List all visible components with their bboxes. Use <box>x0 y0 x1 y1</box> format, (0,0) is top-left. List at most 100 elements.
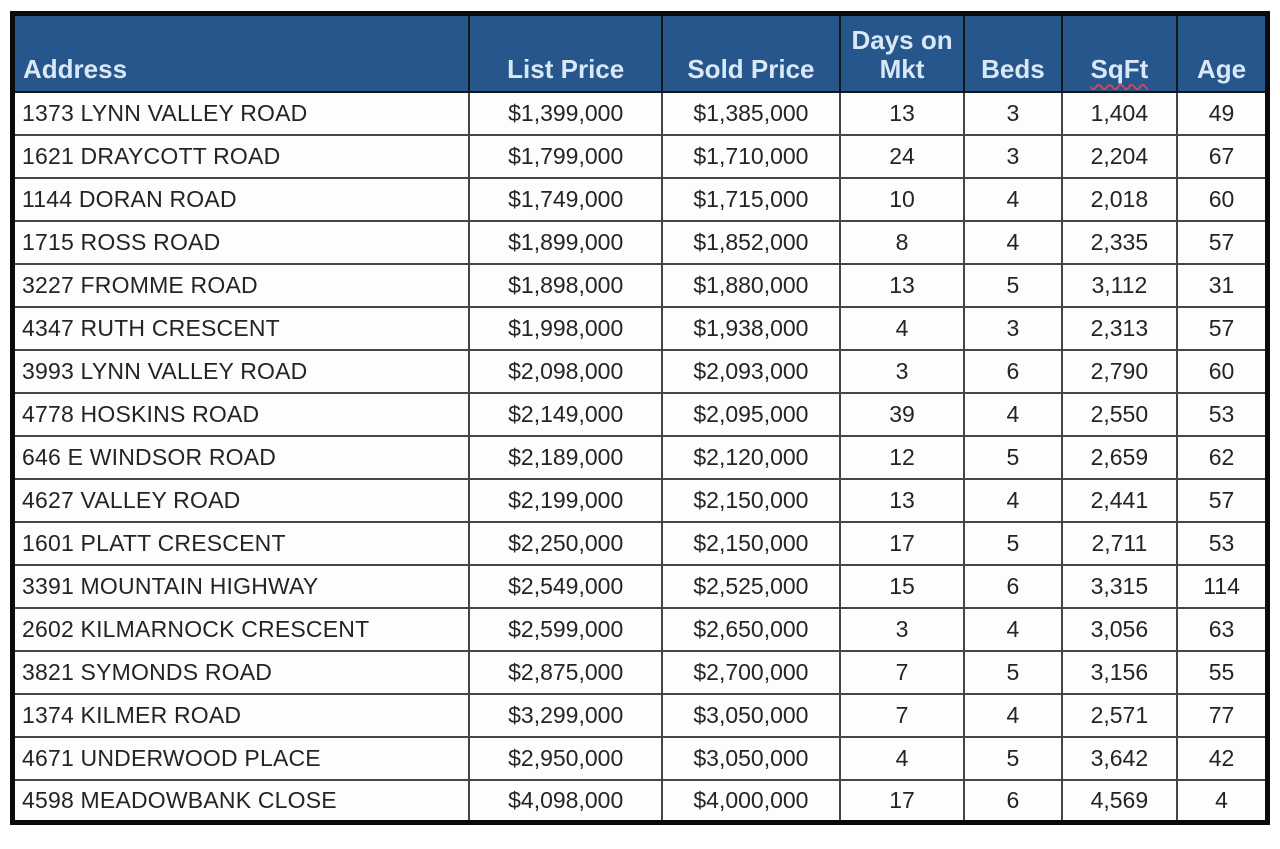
cell-beds: 5 <box>963 262 1063 308</box>
cell-sold_price: $2,150,000 <box>661 477 841 523</box>
table-row: 1715 ROSS ROAD $1,899,000 $1,852,000 8 4 2,33… <box>11 219 1269 265</box>
table-row: 4671 UNDERWOOD PLACE $2,950,000 $3,050,000… <box>11 735 1269 781</box>
cell-days: 13 <box>838 262 966 308</box>
cell-sold_price: $2,150,000 <box>661 520 841 566</box>
cell-days: 17 <box>838 520 966 566</box>
cell-sold_price: $2,650,000 <box>661 606 841 652</box>
cell-sqft: 2,313 <box>1060 305 1179 351</box>
cell-sqft: 2,335 <box>1060 219 1179 265</box>
cell-list_price: $4,098,000 <box>468 778 664 824</box>
cell-age: 31 <box>1176 262 1269 308</box>
cell-days: 4 <box>838 735 966 781</box>
table-row: 3821 SYMONDS ROAD $2,875,000 $2,700,000 7 5 3… <box>11 649 1269 695</box>
table-body: 1373 LYNN VALLEY ROAD $1,399,000 $1,385,00… <box>11 90 1269 824</box>
cell-sqft: 4,569 <box>1060 778 1179 824</box>
cell-list_price: $2,189,000 <box>468 434 664 480</box>
cell-beds: 4 <box>963 391 1063 437</box>
cell-sold_price: $4,000,000 <box>661 778 841 824</box>
cell-age: 60 <box>1176 348 1269 394</box>
table-row: 4347 RUTH CRESCENT $1,998,000 $1,938,000 4 3… <box>11 305 1269 351</box>
cell-beds: 4 <box>963 219 1063 265</box>
cell-age: 62 <box>1176 434 1269 480</box>
cell-address: 1144 DORAN ROAD <box>11 176 471 222</box>
cell-sqft: 2,711 <box>1060 520 1179 566</box>
table-row: 4598 MEADOWBANK CLOSE $4,098,000 $4,000,00… <box>11 778 1269 824</box>
cell-sold_price: $1,385,000 <box>661 90 841 136</box>
cell-address: 4347 RUTH CRESCENT <box>11 305 471 351</box>
cell-list_price: $2,199,000 <box>468 477 664 523</box>
cell-beds: 4 <box>963 606 1063 652</box>
table-row: 4627 VALLEY ROAD $2,199,000 $2,150,000 13 4 2… <box>11 477 1269 523</box>
cell-age: 57 <box>1176 219 1269 265</box>
table-row: 1621 DRAYCOTT ROAD $1,799,000 $1,710,000 24… <box>11 133 1269 179</box>
cell-days: 3 <box>838 606 966 652</box>
cell-sqft: 3,112 <box>1060 262 1179 308</box>
cell-days: 12 <box>838 434 966 480</box>
cell-sqft: 2,018 <box>1060 176 1179 222</box>
cell-sqft: 2,550 <box>1060 391 1179 437</box>
cell-address: 1621 DRAYCOTT ROAD <box>11 133 471 179</box>
column-header-beds: Beds <box>963 12 1063 93</box>
cell-list_price: $1,749,000 <box>468 176 664 222</box>
cell-address: 3821 SYMONDS ROAD <box>11 649 471 695</box>
table-row: 3993 LYNN VALLEY ROAD $2,098,000 $2,093,00… <box>11 348 1269 394</box>
cell-sold_price: $2,525,000 <box>661 563 841 609</box>
cell-days: 10 <box>838 176 966 222</box>
cell-sqft: 3,156 <box>1060 649 1179 695</box>
cell-age: 63 <box>1176 606 1269 652</box>
cell-age: 77 <box>1176 692 1269 738</box>
header-row: Address List Price Sold Price Days on Mk… <box>11 12 1269 93</box>
cell-beds: 5 <box>963 735 1063 781</box>
table-row: 1373 LYNN VALLEY ROAD $1,399,000 $1,385,00… <box>11 90 1269 136</box>
cell-list_price: $2,599,000 <box>468 606 664 652</box>
cell-days: 7 <box>838 649 966 695</box>
cell-beds: 3 <box>963 133 1063 179</box>
cell-address: 4671 UNDERWOOD PLACE <box>11 735 471 781</box>
cell-address: 4598 MEADOWBANK CLOSE <box>11 778 471 824</box>
cell-address: 4627 VALLEY ROAD <box>11 477 471 523</box>
cell-age: 49 <box>1176 90 1269 136</box>
cell-days: 7 <box>838 692 966 738</box>
cell-sold_price: $1,715,000 <box>661 176 841 222</box>
cell-address: 3993 LYNN VALLEY ROAD <box>11 348 471 394</box>
cell-beds: 4 <box>963 477 1063 523</box>
cell-sqft: 2,204 <box>1060 133 1179 179</box>
cell-sold_price: $2,120,000 <box>661 434 841 480</box>
cell-sold_price: $2,095,000 <box>661 391 841 437</box>
cell-list_price: $2,549,000 <box>468 563 664 609</box>
cell-address: 4778 HOSKINS ROAD <box>11 391 471 437</box>
cell-list_price: $1,399,000 <box>468 90 664 136</box>
cell-age: 57 <box>1176 477 1269 523</box>
table-row: 3391 MOUNTAIN HIGHWAY $2,549,000 $2,525,00… <box>11 563 1269 609</box>
cell-days: 39 <box>838 391 966 437</box>
cell-list_price: $1,799,000 <box>468 133 664 179</box>
cell-days: 8 <box>838 219 966 265</box>
cell-address: 1374 KILMER ROAD <box>11 692 471 738</box>
cell-sold_price: $1,880,000 <box>661 262 841 308</box>
cell-sold_price: $1,710,000 <box>661 133 841 179</box>
cell-days: 4 <box>838 305 966 351</box>
cell-age: 67 <box>1176 133 1269 179</box>
column-header-sqft-label: SqFt <box>1090 54 1149 85</box>
cell-days: 13 <box>838 90 966 136</box>
cell-list_price: $2,250,000 <box>468 520 664 566</box>
cell-list_price: $2,098,000 <box>468 348 664 394</box>
table-row: 646 E WINDSOR ROAD $2,189,000 $2,120,000 12… <box>11 434 1269 480</box>
table-row: 4778 HOSKINS ROAD $2,149,000 $2,095,000 39 4… <box>11 391 1269 437</box>
column-header-age: Age <box>1176 12 1269 93</box>
cell-days: 13 <box>838 477 966 523</box>
cell-beds: 5 <box>963 520 1063 566</box>
cell-sqft: 3,642 <box>1060 735 1179 781</box>
cell-sqft: 3,315 <box>1060 563 1179 609</box>
cell-address: 3391 MOUNTAIN HIGHWAY <box>11 563 471 609</box>
table-row: 1374 KILMER ROAD $3,299,000 $3,050,000 7 4 2,… <box>11 692 1269 738</box>
cell-sold_price: $2,093,000 <box>661 348 841 394</box>
cell-age: 57 <box>1176 305 1269 351</box>
cell-address: 646 E WINDSOR ROAD <box>11 434 471 480</box>
cell-age: 60 <box>1176 176 1269 222</box>
cell-days: 3 <box>838 348 966 394</box>
cell-list_price: $2,875,000 <box>468 649 664 695</box>
cell-address: 1373 LYNN VALLEY ROAD <box>11 90 471 136</box>
table-header: Address List Price Sold Price Days on Mk… <box>11 12 1269 93</box>
table-row: 1144 DORAN ROAD $1,749,000 $1,715,000 10 4 2,… <box>11 176 1269 222</box>
